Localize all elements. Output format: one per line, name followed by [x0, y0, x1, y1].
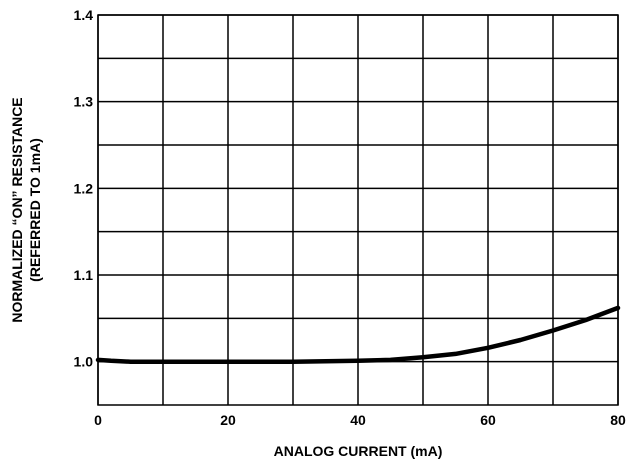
x-tick-label: 60: [480, 412, 496, 428]
x-axis-label: ANALOG CURRENT (mA): [274, 443, 443, 459]
plot-frame: [97, 14, 619, 406]
series-layer: [95, 305, 621, 364]
x-tick-labels: 0 20 40 60 80: [94, 412, 626, 428]
x-tick-label: 20: [220, 412, 236, 428]
y-tick-label: 1.1: [74, 267, 94, 283]
y-tick-label: 1.4: [74, 7, 94, 23]
y-axis-label-line-2: (REFERRED TO 1mA): [27, 138, 43, 282]
x-tick-label: 0: [94, 412, 102, 428]
y-axis-label-line-1: NORMALIZED “ON” RESISTANCE: [9, 97, 25, 322]
y-axis-label: NORMALIZED “ON” RESISTANCE (REFERRED TO …: [9, 97, 43, 322]
y-tick-label: 1.2: [74, 180, 94, 196]
x-tick-label: 40: [350, 412, 366, 428]
y-tick-label: 1.3: [74, 94, 94, 110]
x-tick-label: 80: [610, 412, 626, 428]
y-tick-labels: 1.0 1.1 1.2 1.3 1.4: [74, 7, 94, 370]
y-tick-label: 1.0: [74, 354, 94, 370]
grid: [97, 14, 619, 405]
series-line-0: [95, 305, 621, 364]
